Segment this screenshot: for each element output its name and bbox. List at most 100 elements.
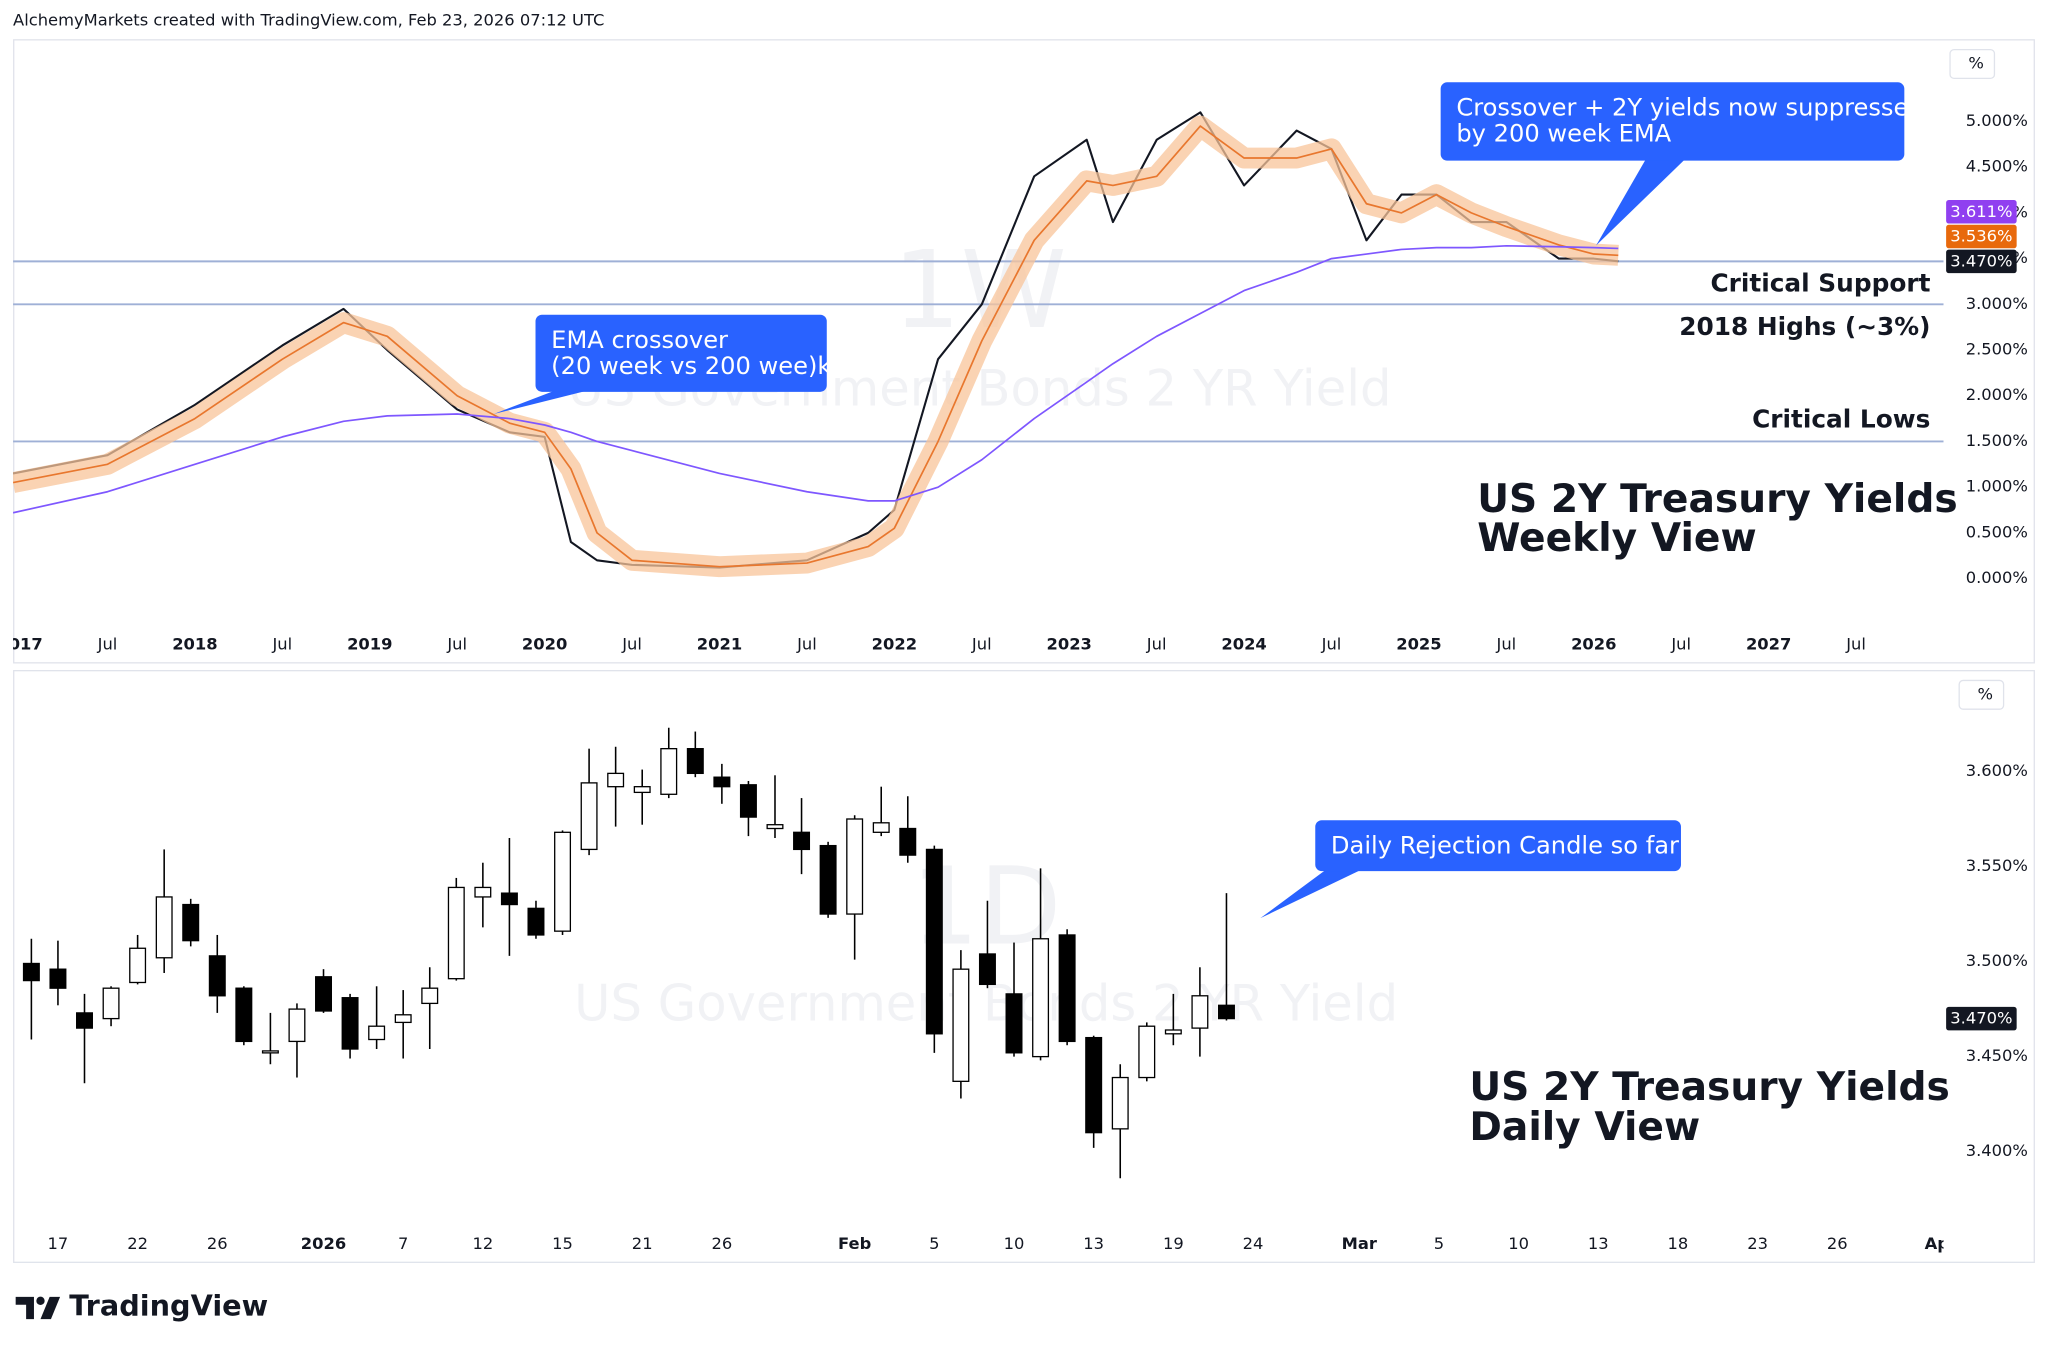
candle-body [686,748,704,775]
candle-body [208,955,226,997]
unit-label: % [1977,684,1993,703]
candle-body [872,822,890,833]
candle-body [500,892,518,906]
unit-box [1949,48,1996,80]
candle-body [1138,1025,1156,1079]
candle-body [1164,1029,1182,1035]
y-tick-label: 1.500% [1966,431,2028,450]
x-tick-label: 12 [472,1234,493,1253]
last-value-label: 3.470% [1950,1009,2012,1028]
callout-box [1440,82,1905,161]
callout-pointer [1596,159,1685,246]
callout-text: EMA crossover [551,326,728,354]
x-tick-label: 2024 [1221,635,1266,654]
x-tick-label: 2018 [172,635,217,654]
last-value-label: 3.470% [1950,251,2012,270]
y-tick-label: 3.000% [1966,294,2028,313]
candle-body [1191,995,1209,1029]
x-tick-label: 10 [1508,1234,1529,1253]
x-tick-label: 26 [711,1234,732,1253]
x-tick-label: 2026 [1571,635,1616,654]
x-tick-label: 2021 [697,635,742,654]
y-tick-label: 3.600% [1966,761,2028,780]
y-tick-label: 0.000% [1966,568,2028,587]
level-label: Critical Lows [1752,405,1930,434]
x-tick-label: 17 [48,1234,69,1253]
candle-body [1032,938,1050,1058]
chart-title: Daily View [1469,1105,1700,1150]
candle-body [235,987,253,1043]
last-value-box [1946,199,2017,224]
candle-body [1085,1036,1103,1134]
last-value-label: 3.536% [1950,227,2012,246]
x-tick-label: Jul [446,635,467,654]
candle-body [49,968,67,989]
x-tick-label: Mar [1342,1234,1377,1253]
candle-body [1005,993,1023,1054]
series-line [13,244,1619,514]
candle-body [261,1050,279,1054]
x-tick-label: 5 [929,1234,939,1253]
x-tick-label: 15 [552,1234,573,1253]
chart-title: Weekly View [1477,516,1756,561]
callout-box [535,314,827,392]
y-tick-label: 2.000% [1966,385,2028,404]
candle-body [394,1014,412,1024]
last-value-box [1946,1006,2017,1031]
panel-frame [13,670,2035,1263]
x-tick-label: 22 [127,1234,148,1253]
x-tick-label: Jul [1146,635,1167,654]
level-label: 2018 Highs (~3%) [1679,312,1930,341]
candle-body [819,844,837,915]
tradingview-logo [15,1296,61,1320]
candle-body [846,818,864,915]
panel-frame [13,39,2035,664]
x-tick-label: 2027 [1746,635,1791,654]
last-value-label: 3.611% [1950,202,2012,221]
x-tick-label: Jul [97,635,118,654]
y-tick-label: 2.500% [1966,340,2028,359]
candle-body [580,782,598,851]
candle-body [766,824,784,830]
callout-pointer [1260,869,1361,919]
candle-body [633,786,651,794]
candle-body [368,1025,386,1041]
candle-body [182,903,200,942]
candle-body [315,976,333,1012]
x-tick-label: 7 [398,1234,408,1253]
x-tick-label: Jul [1321,635,1342,654]
x-tick-label: 18 [1668,1234,1689,1253]
candle-body [102,987,120,1020]
x-tick-label: Feb [838,1234,871,1253]
x-tick-label: 2022 [872,635,917,654]
y-tick-label: 5.000% [1966,111,2028,130]
candle-body [341,997,359,1050]
level-label: Critical Support [1710,269,1930,298]
x-tick-label: 2025 [1396,635,1441,654]
candle-body [129,947,147,984]
candle-body [1111,1076,1129,1130]
candle-body [925,848,943,1035]
credit: AlchemyMarkets created with TradingView.… [13,10,604,29]
y-tick-label: 0.500% [1966,522,2028,541]
x-tick-label: Jul [1670,635,1691,654]
y-tick-label: 3.400% [1966,1141,2028,1160]
candle-body [22,962,40,982]
x-tick-label: 21 [632,1234,653,1253]
chart-title: US 2Y Treasury Yields [1477,477,1958,522]
x-tick-label: Jul [796,635,817,654]
x-tick-label: 23 [1747,1234,1768,1253]
candle-body [1058,934,1076,1043]
callout-text: (20 week vs 200 wee)k [551,352,831,380]
candle-body [288,1008,306,1043]
candle-body [1217,1004,1235,1020]
candle-body [660,748,678,795]
x-tick-label: 2017 [0,635,43,654]
candle-body [474,886,492,898]
unit-label: % [1968,53,1984,72]
x-tick-label: 13 [1083,1234,1104,1253]
callout-text: Crossover + 2Y yields now suppressed [1456,93,1923,121]
x-tick-label: Jul [621,635,642,654]
